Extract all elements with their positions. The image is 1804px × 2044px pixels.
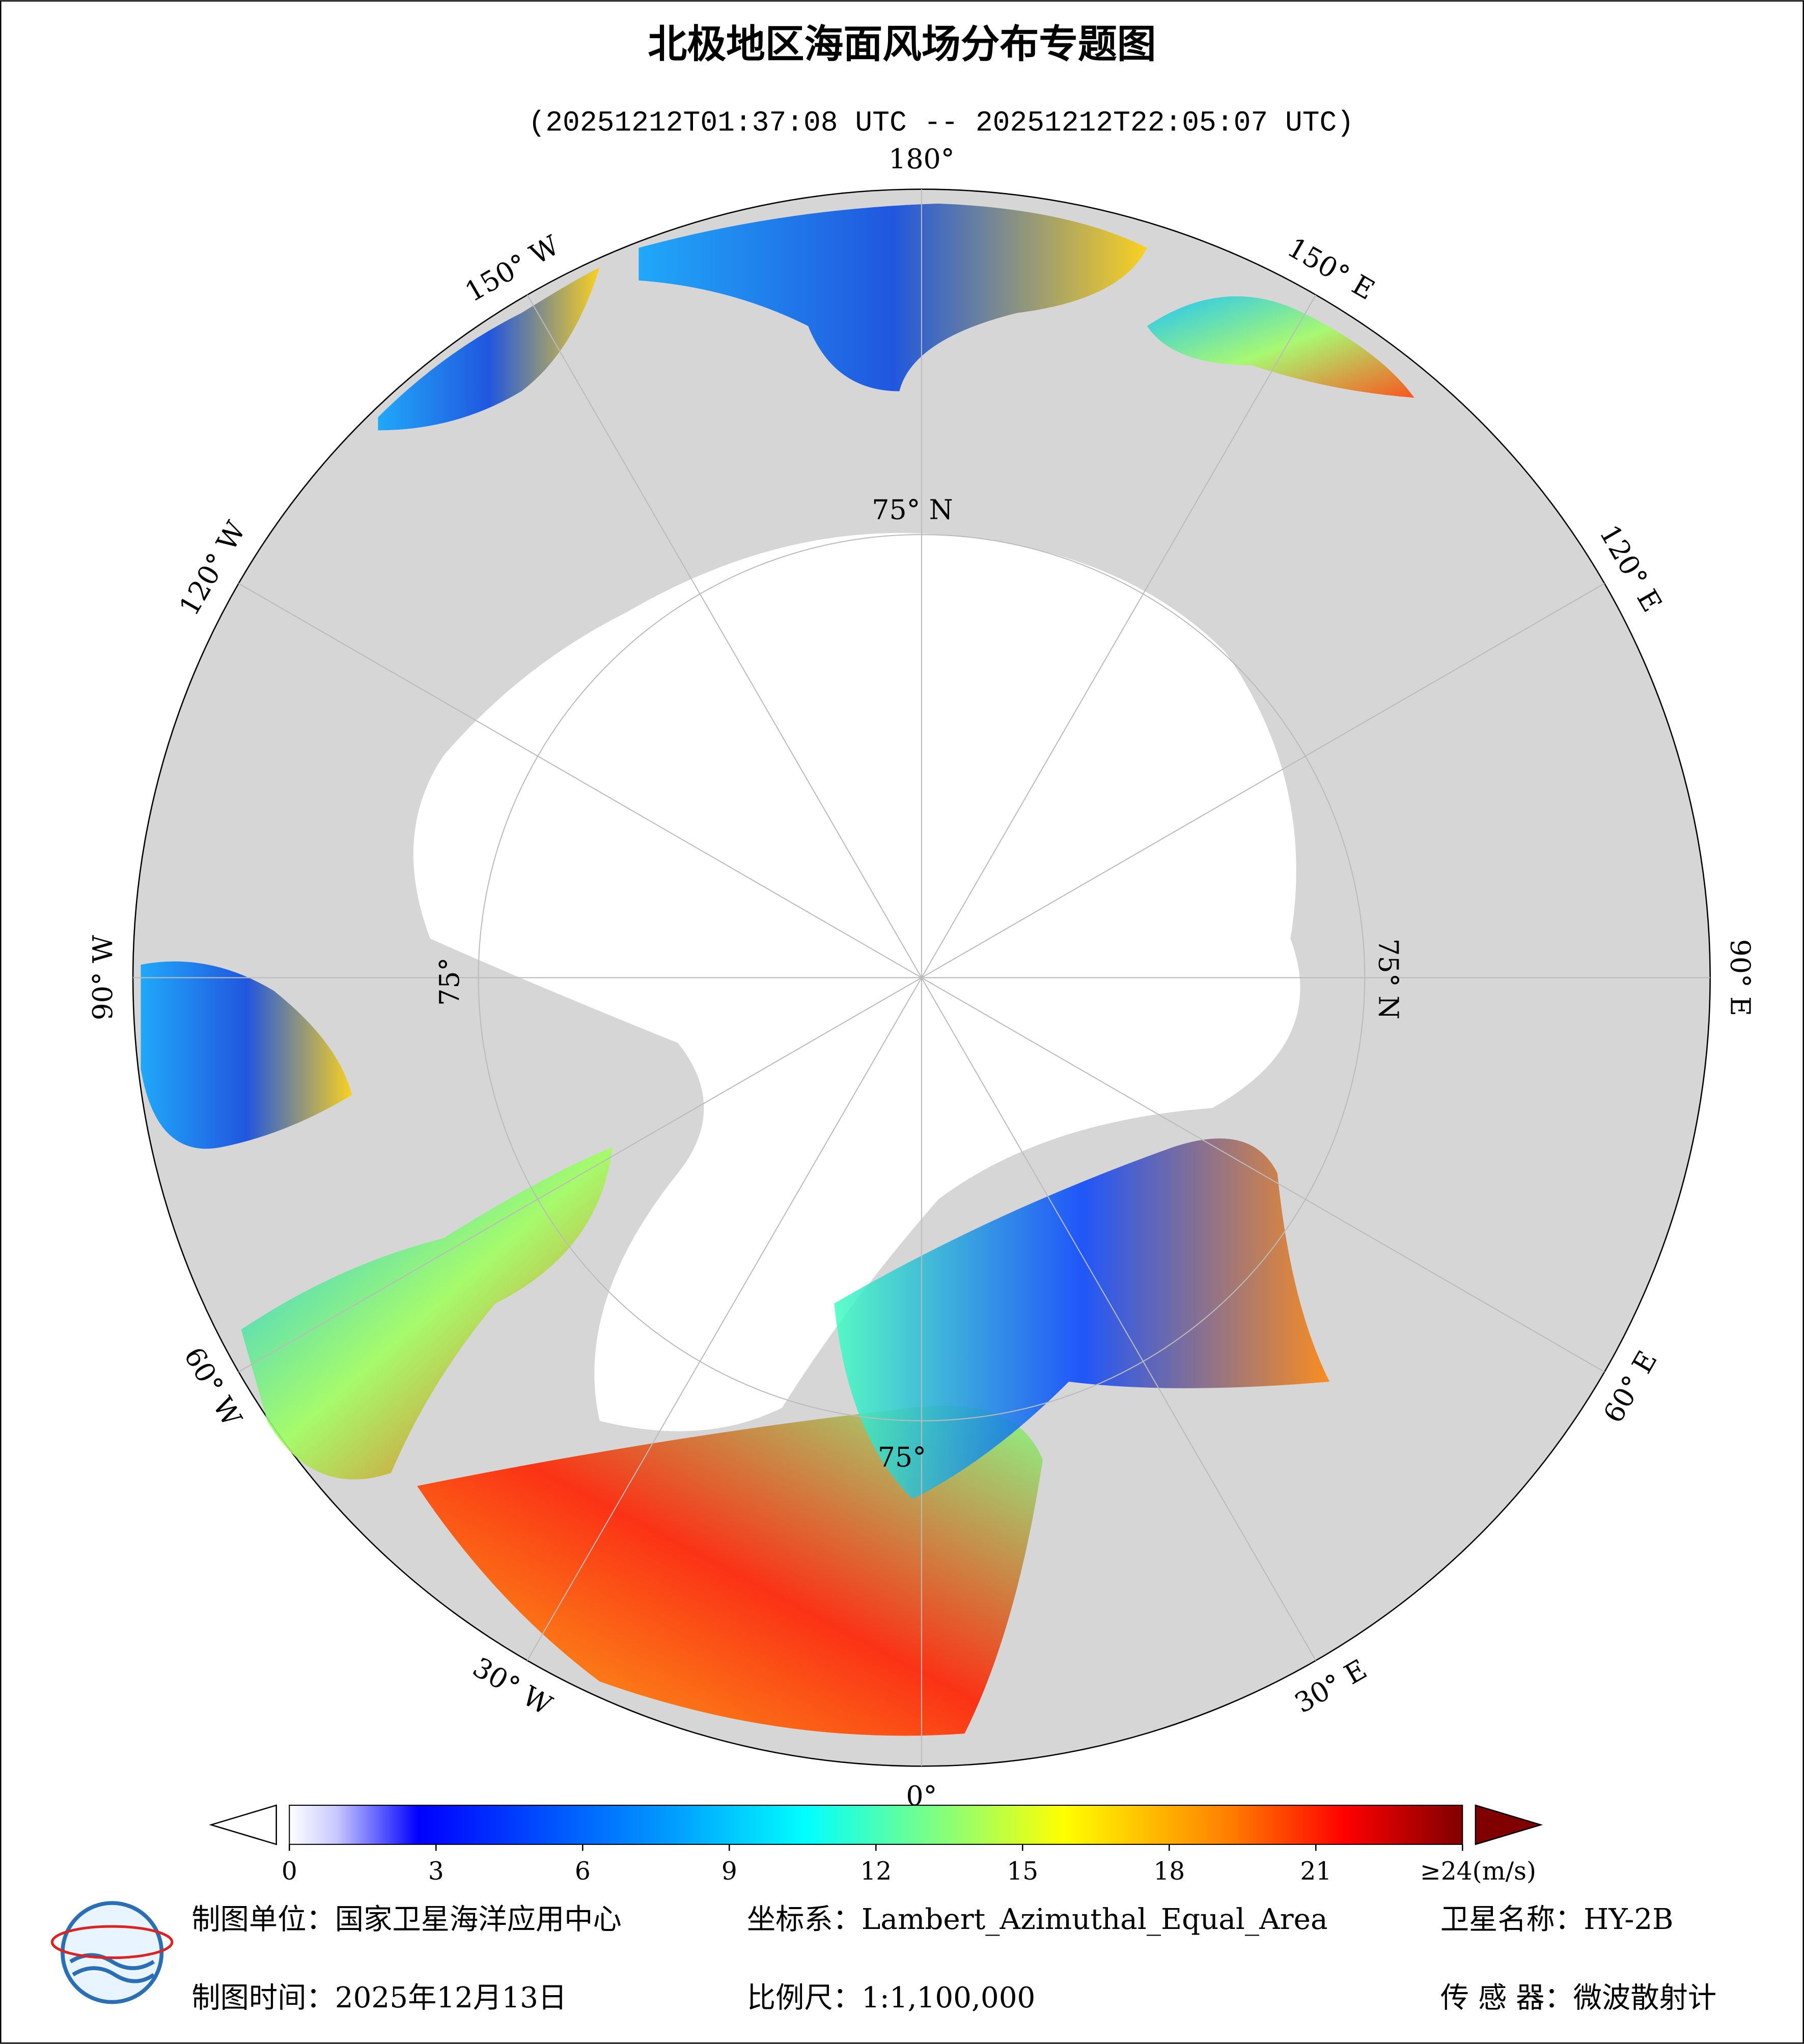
colorbar-tick-label: 9	[721, 1857, 737, 1886]
footer-sensor: 传 感 器：微波散射计	[1440, 1981, 1716, 2014]
colorbar-tick-label: 12	[860, 1857, 892, 1886]
lon-label: 90° W	[87, 935, 119, 1020]
wind-patch	[141, 961, 352, 1149]
lon-label: 90° E	[1725, 939, 1757, 1017]
colorbar-tick-label: 21	[1300, 1857, 1331, 1886]
meridian	[526, 977, 922, 1661]
wind-patch	[378, 267, 600, 431]
subtitle: (20251212T01:37:08 UTC -- 20251212T22:05…	[528, 106, 1354, 139]
footer-date: 制图时间：2025年12月13日	[191, 1981, 567, 2014]
graticule	[133, 189, 1710, 1767]
colorbar-tick-label: 3	[428, 1857, 444, 1886]
wind-patch	[417, 1405, 1043, 1736]
meridian	[526, 294, 922, 978]
footer-unit: 制图单位：国家卫星海洋应用中心	[191, 1903, 621, 1936]
footer-scale: 比例尺：1:1,100,000	[747, 1981, 1036, 2014]
colorbar-max-arrow	[1475, 1804, 1543, 1845]
logo	[50, 1901, 174, 2004]
title: 北极地区海面风场分布专题图	[648, 21, 1156, 67]
meridian	[238, 977, 922, 1373]
wind-patch	[241, 1147, 613, 1480]
colorbar-tick-label: 0	[282, 1857, 297, 1886]
wind-patch	[834, 1138, 1330, 1499]
wind-patch	[639, 203, 1147, 391]
meridian	[921, 977, 1317, 1661]
colorbar-min-arrow	[209, 1804, 277, 1845]
meridian	[238, 583, 922, 978]
footer-crs: 坐标系：Lambert_Azimuthal_Equal_Area	[747, 1903, 1328, 1936]
lat-label: 75° N	[1372, 938, 1404, 1019]
map	[132, 188, 1711, 1767]
lat-label: 75°	[433, 958, 465, 1006]
footer-satellite: 卫星名称：HY-2B	[1440, 1903, 1674, 1936]
colorbar-tick-label: 6	[575, 1857, 591, 1886]
colorbar-ramp	[289, 1805, 1463, 1845]
colorbar-tick-label: 18	[1153, 1857, 1185, 1886]
lon-label: 180°	[889, 143, 954, 175]
colorbar: 0 3 6 9 12 15 18 21 ≥24(m/s)	[209, 1804, 1543, 1886]
meridian	[921, 583, 1605, 978]
wind-patch	[1147, 296, 1414, 398]
meridian	[921, 977, 1605, 1373]
meridian	[921, 294, 1317, 978]
colorbar-tick-label: ≥24(m/s)	[1420, 1857, 1536, 1886]
lat-label: 75°	[878, 1441, 926, 1473]
colorbar-tick-label: 15	[1007, 1857, 1038, 1886]
lat-label: 75° N	[872, 493, 953, 525]
sea-ice	[413, 533, 1300, 1432]
